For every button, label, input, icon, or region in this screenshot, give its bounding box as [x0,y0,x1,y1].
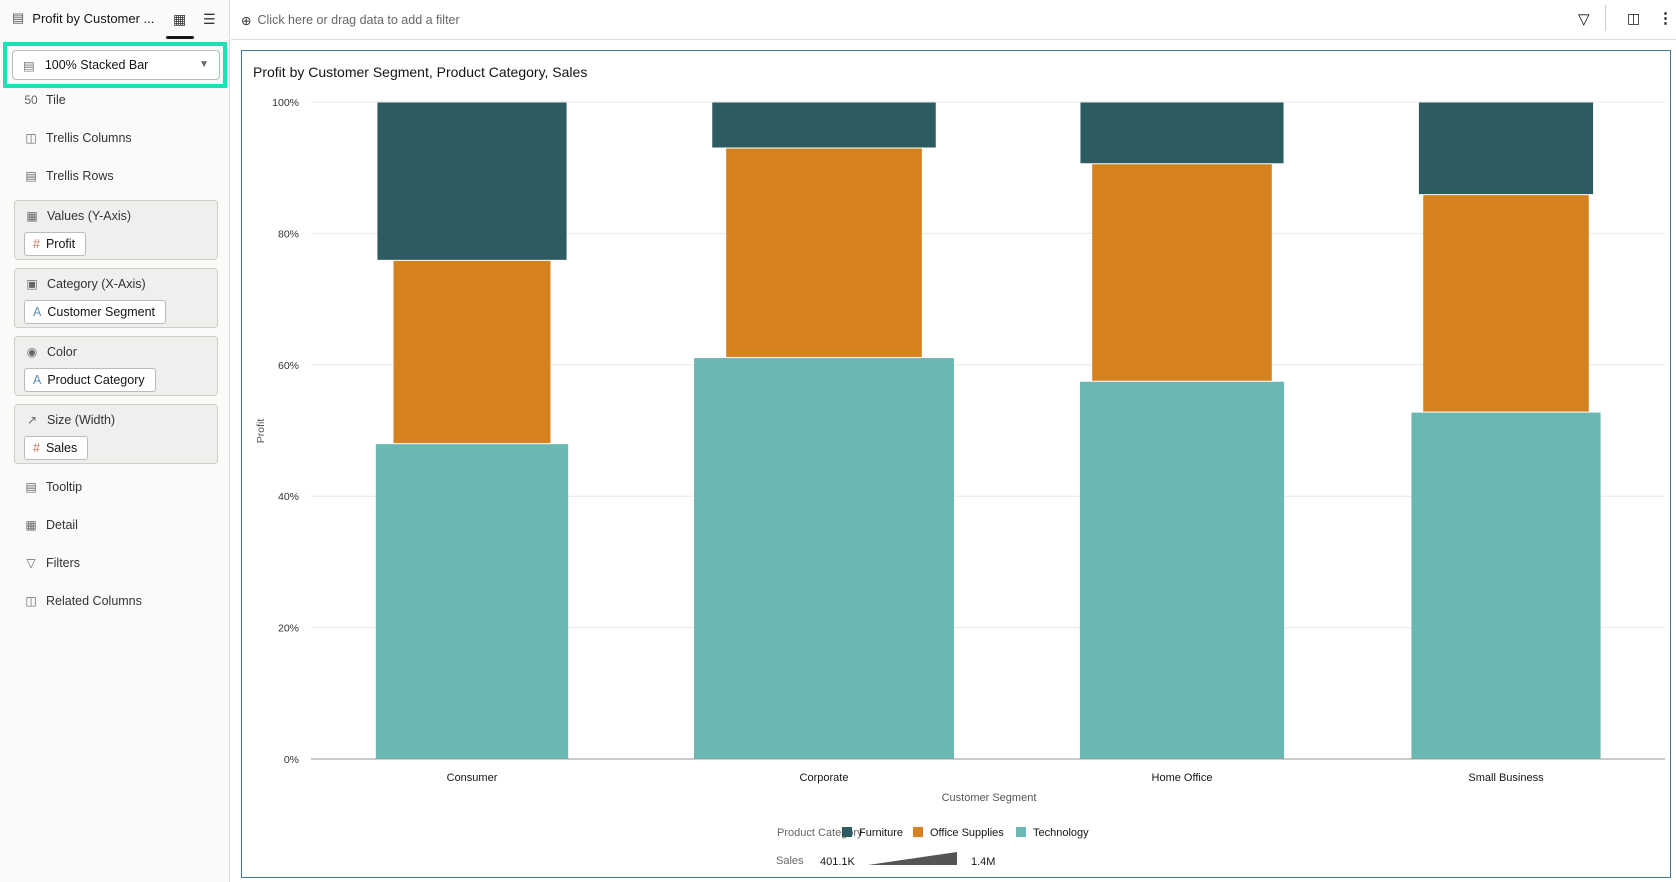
drop-target-tooltip[interactable]: ▤ Tooltip [25,480,83,494]
text-attribute-icon: A [33,373,42,387]
sidebar: ▤ Profit by Customer ... ▦ ☰ ▤ 100% Stacke… [0,0,230,882]
text-attribute-icon: A [33,305,42,319]
y-axis-title: Profit [255,419,267,444]
y-tick-label: 100% [272,97,299,109]
category-icon: ▣ [26,277,38,291]
columns-icon: ◫ [25,131,37,145]
tooltip-icon: ▤ [25,480,37,494]
detail-icon: ▦ [25,518,37,532]
size-legend-wedge [868,852,957,865]
grammar-tab-icon[interactable]: ▦ [173,11,187,27]
legend-swatch[interactable] [842,827,852,837]
filter-icon: ▽ [26,556,36,570]
bar-segment-technology[interactable] [694,358,954,759]
y-tick-label: 60% [278,360,299,372]
plus-circle-icon: ⊕ [241,14,252,28]
active-tab-indicator [166,36,194,39]
drop-target-filters[interactable]: ▽ Filters [24,556,80,570]
columns-icon: ◫ [25,594,37,608]
resize-icon: ↗ [26,413,38,427]
y-tick-label: 40% [278,491,299,503]
y-tick-label: 80% [278,228,299,240]
rows-icon: ▤ [25,169,37,183]
legend-swatch[interactable] [1016,827,1026,837]
category-section[interactable]: ▣ Category (X-Axis) A Customer Segment [14,268,218,328]
values-section[interactable]: ▦ Values (Y-Axis) # Profit [14,200,218,260]
drop-target-trellis-rows[interactable]: ▤ Trellis Rows [25,169,114,183]
size-legend-max: 1.4M [971,856,995,868]
drop-target-tile[interactable]: 50 Tile [24,93,66,107]
y-tick-label: 0% [284,754,299,766]
chart-type-dropdown[interactable]: ▤ 100% Stacked Bar ▼ [12,50,220,80]
drop-target-related-columns[interactable]: ◫ Related Columns [25,594,142,608]
profit-pill[interactable]: # Profit [24,232,87,256]
x-tick-label: Home Office [1152,772,1213,784]
bar-segment-technology[interactable] [1411,412,1601,759]
drop-target-detail[interactable]: ▦ Detail [25,518,78,532]
x-tick-label: Small Business [1468,772,1544,784]
bar-segment-technology[interactable] [375,444,569,759]
legend-label[interactable]: Furniture [859,827,903,839]
drop-target-trellis-columns[interactable]: ◫ Trellis Columns [25,131,132,145]
bar-segment-furniture[interactable] [377,102,567,260]
bar-chart-icon: ▤ [23,58,35,73]
add-filter[interactable]: ⊕ Click here or drag data to add a filter [241,13,460,28]
size-legend-min: 401.1K [820,856,856,868]
y-tick-label: 20% [278,623,299,635]
more-options-icon[interactable]: ⋮ [1658,10,1673,27]
palette-icon: ◉ [26,345,38,359]
size-section[interactable]: ↗ Size (Width) # Sales [14,404,218,464]
properties-tab-icon[interactable]: ☰ [203,11,216,27]
customer-segment-pill[interactable]: A Customer Segment [24,300,167,324]
x-tick-label: Corporate [800,772,849,784]
chart-svg: Profit by Customer Segment, Product Cate… [253,64,1665,868]
sales-pill[interactable]: # Sales [24,436,89,460]
x-tick-label: Consumer [447,772,498,784]
bar-segment-office-supplies[interactable] [1092,164,1272,381]
legend-swatch[interactable] [913,827,923,837]
bar-segment-furniture[interactable] [1418,102,1594,195]
bar-segment-office-supplies[interactable] [726,148,922,358]
bar-segment-office-supplies[interactable] [1423,195,1589,412]
legend-title: Product Category [777,827,863,839]
chart-frame: Profit by Customer Segment, Product Cate… [241,50,1671,878]
chevron-down-icon: ▼ [199,59,209,70]
chart-title: Profit by Customer Segment, Product Cate… [253,64,587,80]
filter-settings-icon[interactable]: ▽ [1578,11,1590,28]
bar-chart-icon: ▤ [12,10,25,25]
x-axis-title: Customer Segment [942,792,1037,804]
divider [1605,5,1606,31]
highlight-box [3,42,227,88]
values-icon: ▦ [26,209,38,223]
tile-icon: 50 [24,93,38,107]
size-legend-title: Sales [776,855,804,867]
legend-label[interactable]: Technology [1033,827,1089,839]
color-section[interactable]: ◉ Color A Product Category [14,336,218,396]
number-icon: # [33,237,40,251]
product-category-pill[interactable]: A Product Category [24,368,156,392]
traffic-light-icon[interactable]: ◫ [1627,10,1641,26]
legend-label[interactable]: Office Supplies [930,827,1004,839]
bar-segment-furniture[interactable] [712,102,936,148]
bar-segment-office-supplies[interactable] [393,260,551,444]
visualization-title[interactable]: ▤ Profit by Customer ... [12,10,155,26]
number-icon: # [33,441,40,455]
filter-bar: ⊕ Click here or drag data to add a filter… [231,0,1676,40]
bar-segment-furniture[interactable] [1080,102,1284,164]
bar-segment-technology[interactable] [1079,381,1285,759]
